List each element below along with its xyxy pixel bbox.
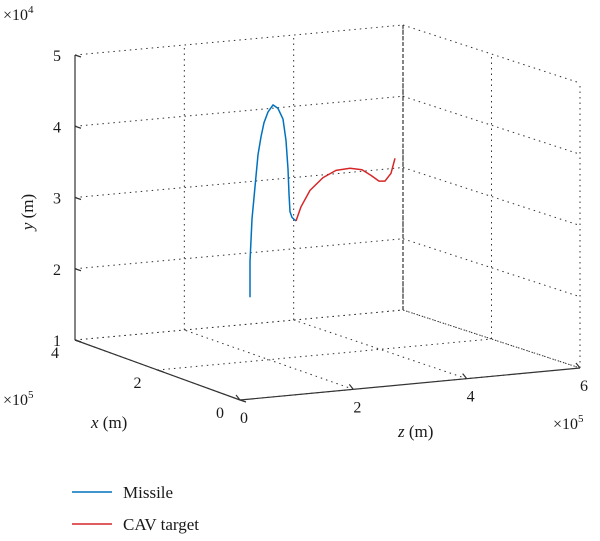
grid-line-y-side xyxy=(402,24,581,84)
tick-labels: 1 2 3 4 5 0 2 4 0 2 4 6 xyxy=(51,48,588,427)
z-tick-label: 6 xyxy=(580,378,588,395)
x-axis-label: x (m) xyxy=(90,413,127,432)
axis-lines xyxy=(74,25,581,403)
y-tick-label: 5 xyxy=(53,48,61,65)
y-tick-mark xyxy=(74,196,82,201)
z-tick-label: 4 xyxy=(467,389,475,406)
grid-line-y-back xyxy=(74,24,404,56)
series-lines xyxy=(249,104,396,298)
grid-line-z-floor xyxy=(402,309,581,369)
z-axis-exponent: ×105 xyxy=(553,413,584,433)
grid-line-z-floor xyxy=(293,319,467,380)
z-axis-label: z (m) xyxy=(397,422,433,441)
grid-line-y-back xyxy=(74,95,404,127)
grid-line-y-back xyxy=(74,167,404,198)
legend-label: CAV target xyxy=(123,515,199,534)
y-axis-exponent: ×104 xyxy=(3,4,34,24)
series-line-missile xyxy=(249,104,297,298)
x-tick-mark xyxy=(239,399,247,403)
grid-line-y-side xyxy=(402,167,581,226)
z-tick-label: 2 xyxy=(353,399,361,416)
z-tick-mark xyxy=(235,394,241,401)
x-tick-label: 2 xyxy=(134,375,142,392)
x-tick-mark xyxy=(74,339,82,343)
x-tick-mark xyxy=(157,369,164,373)
grid-lines xyxy=(74,24,581,401)
series-line-cav-target xyxy=(295,158,396,222)
y-tick-label: 4 xyxy=(53,119,61,136)
z-tick-mark xyxy=(348,383,354,390)
y-axis-label: y (m) xyxy=(18,194,37,232)
grid-line-x-floor xyxy=(157,338,492,371)
grid-line-x-floor xyxy=(74,309,404,341)
legend: Missile CAV target xyxy=(72,483,199,534)
z-tick-mark xyxy=(575,362,581,369)
y-tick-mark xyxy=(74,268,82,272)
x-axis-exponent: ×105 xyxy=(3,389,34,409)
y-tick-label: 2 xyxy=(53,262,61,279)
y-tick-mark xyxy=(74,125,82,129)
y-tick-label: 3 xyxy=(53,191,61,208)
y-tick-label: 1 xyxy=(53,333,61,350)
x-tick-label: 0 xyxy=(216,405,224,422)
grid-line-y-side xyxy=(402,309,581,369)
grid-line-y-back xyxy=(74,309,404,341)
grid-line-y-back xyxy=(74,238,404,270)
y-tick-mark xyxy=(74,54,82,58)
grid-line-y-side xyxy=(402,95,581,155)
grid-line-z-floor xyxy=(184,329,354,390)
z-tick-mark xyxy=(462,373,468,380)
legend-label: Missile xyxy=(123,483,173,502)
grid-line-y-side xyxy=(402,238,581,298)
x-tick-label: 4 xyxy=(51,345,59,362)
z-tick-label: 0 xyxy=(240,410,248,427)
z-axis-line xyxy=(239,367,581,401)
